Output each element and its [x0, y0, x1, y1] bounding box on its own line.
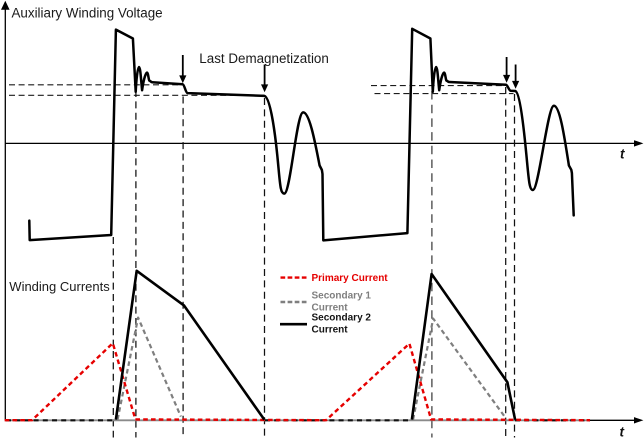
svg-text:Secondary 1: Secondary 1 [312, 290, 372, 301]
svg-text:Winding Currents: Winding Currents [9, 279, 110, 294]
svg-text:Auxiliary Winding Voltage: Auxiliary Winding Voltage [12, 6, 163, 21]
svg-text:Current: Current [312, 325, 349, 336]
svg-text:Primary Current: Primary Current [312, 273, 389, 284]
svg-text:Last Demagnetization: Last Demagnetization [199, 51, 329, 66]
svg-text:t: t [620, 425, 625, 440]
svg-text:Secondary 2: Secondary 2 [312, 313, 372, 324]
svg-text:Current: Current [312, 302, 349, 313]
svg-text:t: t [620, 147, 625, 162]
